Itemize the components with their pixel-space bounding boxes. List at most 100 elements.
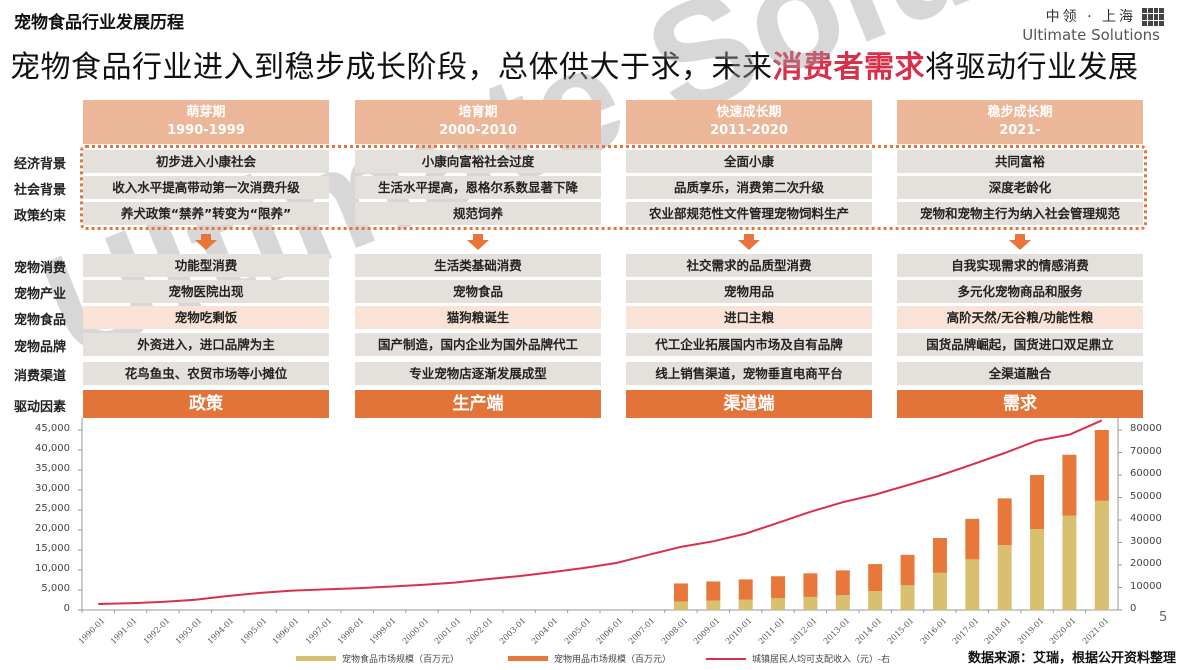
- legend-label: 城镇居民人均可支配收入（元）-右: [752, 655, 891, 665]
- bar-food: [1094, 500, 1109, 610]
- table-cell: 全渠道融合: [897, 362, 1143, 385]
- legend-label: 宠物食品市场规模（百万元）: [342, 655, 460, 665]
- driver-cell: 生产端: [355, 390, 601, 418]
- y-axis-left-tick: 15,000: [35, 543, 70, 554]
- page-headline: 宠物食品行业进入到稳步成长阶段，总体供大于求，未来消费者需求将驱动行业发展: [10, 42, 1139, 86]
- bar-supplies: [1062, 454, 1077, 516]
- legend-item: 城镇居民人均可支配收入（元）-右: [706, 652, 890, 665]
- bar-food: [738, 599, 753, 610]
- headline-highlight: 消费者需求: [772, 50, 925, 85]
- y-axis-right-tick: 60000: [1130, 468, 1162, 479]
- down-arrow-icon: [195, 234, 217, 250]
- table-cell: 养犬政策“禁养”转变为“限养”: [83, 202, 329, 225]
- phase-years: 1990-1999: [167, 123, 245, 138]
- table-cell: 进口主粮: [626, 306, 872, 329]
- phase-name: 快速成长期: [716, 105, 782, 120]
- table-cell: 花鸟鱼虫、农贸市场等小摊位: [83, 362, 329, 385]
- table-cell: 农业部规范性文件管理宠物饲料生产: [626, 202, 872, 225]
- headline-text-post: 将驱动行业发展: [925, 50, 1139, 85]
- y-axis-left-tick: 20,000: [35, 523, 70, 534]
- table-cell: 高阶天然/无谷粮/功能性粮: [897, 306, 1143, 329]
- table-cell: 宠物食品: [355, 280, 601, 303]
- bar-food: [965, 559, 980, 610]
- brand-grid-icon: [1142, 8, 1164, 26]
- page-number: 5: [1159, 610, 1168, 625]
- phase-header-2: 培育期 2000-2010: [355, 100, 601, 144]
- y-axis-right-tick: 20000: [1130, 558, 1162, 569]
- table-cell: 外资进入，进口品牌为主: [83, 333, 329, 356]
- bar-supplies: [771, 576, 786, 599]
- bar-food: [803, 596, 818, 610]
- phase-years: 2021-: [999, 123, 1041, 138]
- legend-label: 宠物用品市场规模（百万元）: [554, 655, 672, 665]
- table-cell: 全面小康: [626, 150, 872, 173]
- table-cell: 宠物和宠物主行为纳入社会管理规范: [897, 202, 1143, 225]
- bar-supplies: [803, 573, 818, 597]
- table-cell: 国产制造，国内企业为国外品牌代工: [355, 333, 601, 356]
- y-axis-left-tick: 25,000: [35, 503, 70, 514]
- legend-swatch-icon: [706, 657, 746, 660]
- bar-supplies: [738, 579, 753, 600]
- bar-supplies: [900, 554, 915, 586]
- bar-food: [868, 591, 883, 610]
- table-cell: 自我实现需求的情感消费: [897, 254, 1143, 277]
- y-axis-right-tick: 50000: [1130, 490, 1162, 502]
- down-arrow-icon: [738, 234, 760, 250]
- phase-header-3: 快速成长期 2011-2020: [626, 100, 872, 144]
- y-axis-right-tick: 0: [1130, 603, 1137, 614]
- table-cell: 初步进入小康社会: [83, 150, 329, 173]
- bar-supplies: [997, 498, 1012, 546]
- table-cell: 小康向富裕社会过度: [355, 150, 601, 173]
- table-cell: 规范饲养: [355, 202, 601, 225]
- legend-swatch-icon: [296, 656, 336, 661]
- row-label: 经济背景: [14, 157, 67, 172]
- down-arrow-icon: [1009, 234, 1031, 250]
- brand-logo: 中领 · 上海 Ultimate Solutions: [1022, 6, 1164, 44]
- legend-item: 宠物食品市场规模（百万元）: [296, 652, 459, 665]
- driver-cell: 政策: [83, 390, 329, 418]
- table-cell: 功能型消费: [83, 254, 329, 277]
- table-cell: 代工企业拓展国内市场及自有品牌: [626, 333, 872, 356]
- bar-supplies: [673, 583, 688, 602]
- table-cell: 线上销售渠道，宠物垂直电商平台: [626, 362, 872, 385]
- bar-supplies: [932, 538, 947, 573]
- bar-food: [706, 600, 721, 610]
- row-label: 驱动因素: [14, 400, 67, 415]
- driver-cell: 需求: [897, 390, 1143, 418]
- data-source: 数据来源：艾瑞，根据公开资料整理: [967, 651, 1176, 666]
- bar-food: [900, 585, 915, 610]
- row-label: 消费渠道: [14, 369, 67, 384]
- phase-name: 稳步成长期: [987, 105, 1053, 120]
- driver-cell: 渠道端: [626, 390, 872, 418]
- y-axis-left-tick: 40,000: [35, 443, 70, 454]
- bar-food: [932, 572, 947, 610]
- row-label: 宠物品牌: [14, 340, 67, 355]
- row-label: 宠物产业: [14, 287, 67, 302]
- y-axis-right-tick: 10000: [1130, 580, 1162, 592]
- phase-years: 2011-2020: [710, 123, 788, 138]
- y-axis-left-tick: 10,000: [35, 563, 70, 574]
- phase-years: 2000-2010: [439, 123, 517, 138]
- table-cell: 共同富裕: [897, 150, 1143, 173]
- y-axis-left-tick: 45,000: [35, 423, 70, 434]
- brand-english-name: Ultimate Solutions: [1022, 26, 1160, 44]
- bar-food: [1030, 529, 1045, 610]
- row-label: 政策约束: [14, 209, 67, 224]
- y-axis-right-tick: 70000: [1130, 445, 1162, 457]
- row-label: 社会背景: [14, 183, 67, 198]
- table-cell: 收入水平提高带动第一次消费升级: [83, 176, 329, 199]
- table-cell: 生活水平提高，恩格尔系数显著下降: [355, 176, 601, 199]
- table-cell: 社交需求的品质型消费: [626, 254, 872, 277]
- phase-name: 萌芽期: [186, 105, 226, 120]
- table-cell: 深度老龄化: [897, 176, 1143, 199]
- down-arrow-icon: [467, 234, 489, 250]
- bar-supplies: [706, 581, 721, 601]
- bar-supplies: [835, 570, 850, 596]
- y-axis-left-tick: 0: [63, 603, 70, 614]
- table-cell: 猫狗粮诞生: [355, 306, 601, 329]
- section-title: 宠物食品行业发展历程: [14, 13, 184, 33]
- row-label: 宠物食品: [14, 313, 67, 328]
- brand-chinese-name: 中领 · 上海: [1045, 9, 1136, 25]
